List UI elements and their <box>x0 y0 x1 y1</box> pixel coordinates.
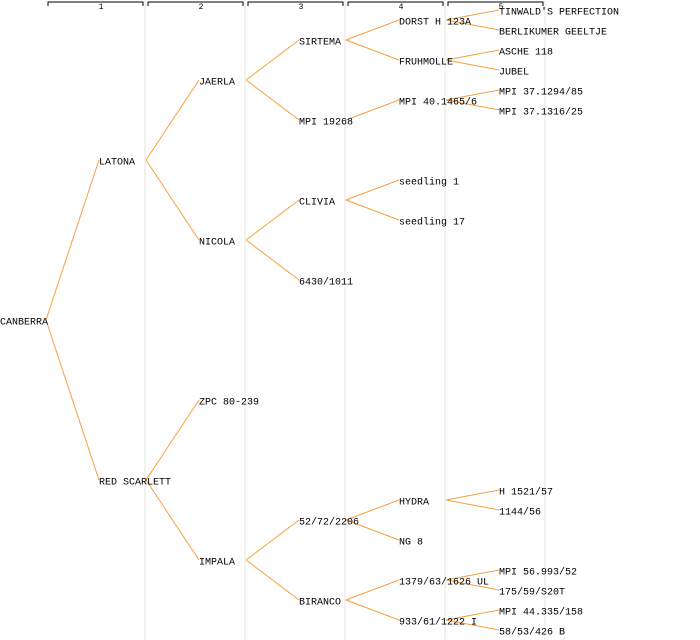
pedigree-name: TINWALD'S PERFECTION <box>499 7 619 19</box>
pedigree-name: MPI 37.1316/25 <box>499 107 583 119</box>
link <box>445 59 500 71</box>
link <box>345 519 400 541</box>
pedigree-name: seedling 17 <box>399 217 465 229</box>
link <box>345 199 400 221</box>
header-bracket <box>347 1 444 6</box>
link <box>445 619 500 631</box>
link <box>445 49 500 61</box>
pedigree-name: 1144/56 <box>499 507 541 519</box>
pedigree-name: FRUHMOLLE <box>399 58 453 69</box>
link <box>445 569 500 581</box>
link <box>45 159 100 321</box>
link <box>345 19 400 41</box>
link <box>145 399 200 481</box>
pedigree-name: MPI 56.993/52 <box>499 567 577 579</box>
link <box>445 99 500 111</box>
link <box>345 39 400 61</box>
pedigree-name: 175/59/S20T <box>499 587 565 599</box>
link <box>445 19 500 31</box>
link <box>445 499 500 511</box>
link <box>445 609 500 621</box>
pedigree-name: MPI 19268 <box>299 118 353 129</box>
header-bracket <box>147 1 244 6</box>
link <box>445 9 500 21</box>
generation-header: 4 <box>399 3 404 12</box>
pedigree-name: HYDRA <box>399 498 429 509</box>
link <box>345 179 400 201</box>
pedigree-name: 933/61/1222 I <box>399 617 477 629</box>
links <box>45 0 546 640</box>
link <box>445 579 500 591</box>
pedigree-name: ZPC 80-239 <box>199 398 259 409</box>
pedigree-name: H 1521/57 <box>499 487 553 499</box>
link <box>45 319 100 481</box>
pedigree-name: JAERLA <box>199 78 235 89</box>
pedigree-name: RED SCARLETT <box>99 478 171 489</box>
pedigree-name: ASCHE 118 <box>499 48 553 59</box>
link <box>245 39 300 81</box>
pedigree-name: MPI 44.335/158 <box>499 607 583 619</box>
pedigree-name: MPI 40.1465/6 <box>399 97 477 109</box>
link <box>445 489 500 501</box>
pedigree-name: NICOLA <box>199 238 235 249</box>
pedigree-name: LATONA <box>99 158 135 169</box>
pedigree-name: SIRTEMA <box>299 38 341 49</box>
generation-header: 3 <box>299 3 304 12</box>
pedigree-name: JUBEL <box>499 68 529 79</box>
pedigree-name: 58/53/426 B <box>499 627 565 639</box>
link <box>245 79 300 121</box>
generation-header: 1 <box>99 3 104 12</box>
pedigree-name: seedling 1 <box>399 177 459 189</box>
header-bracket <box>47 1 144 6</box>
pedigree-name: 6430/1011 <box>299 277 353 289</box>
link <box>345 599 400 621</box>
pedigree-name: CANBERRA <box>0 318 48 329</box>
link <box>345 99 400 121</box>
link <box>245 559 300 601</box>
pedigree-name: 52/72/2206 <box>299 517 359 529</box>
pedigree-name: IMPALA <box>199 558 235 569</box>
link <box>345 579 400 601</box>
pedigree-name: MPI 37.1294/85 <box>499 87 583 99</box>
pedigree-name: 1379/63/1626 UL <box>399 577 489 589</box>
link <box>145 479 200 561</box>
pedigree-name: BERLIKUMER GEELTJE <box>499 28 607 39</box>
generation-header: 5 <box>499 3 504 12</box>
link <box>145 159 200 241</box>
link <box>245 239 300 281</box>
pedigree-name: BIRANCO <box>299 598 341 609</box>
link <box>145 79 200 161</box>
link <box>245 199 300 241</box>
header-bracket <box>247 1 344 6</box>
link <box>445 89 500 101</box>
pedigree-name: DORST H 123A <box>399 18 471 29</box>
link <box>345 499 400 521</box>
pedigree-name: NG 8 <box>399 538 423 549</box>
pedigree-name: CLIVIA <box>299 198 335 209</box>
link <box>245 519 300 561</box>
labels: 1 2 3 4 5 CANBERRA LATONA JAERLA SIRTEMA DORST H … <box>0 3 619 639</box>
generation-header: 2 <box>199 3 204 12</box>
header-bracket <box>447 1 544 6</box>
